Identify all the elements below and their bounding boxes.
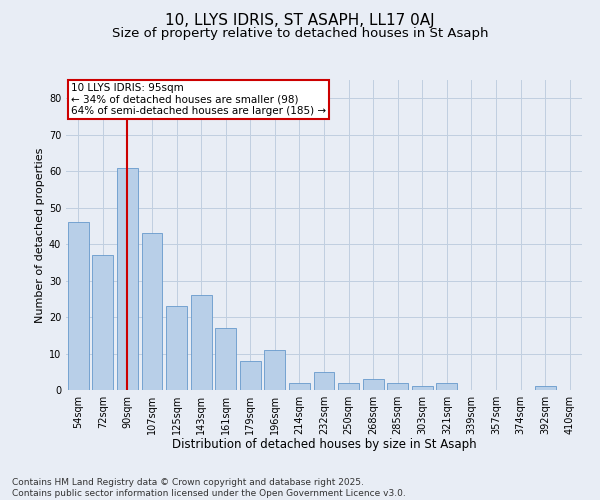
Bar <box>338 382 359 390</box>
Y-axis label: Number of detached properties: Number of detached properties <box>35 148 44 322</box>
Bar <box>68 222 89 390</box>
Bar <box>191 295 212 390</box>
Bar <box>436 382 457 390</box>
Bar <box>117 168 138 390</box>
Bar <box>289 382 310 390</box>
Text: Size of property relative to detached houses in St Asaph: Size of property relative to detached ho… <box>112 28 488 40</box>
Text: 10, LLYS IDRIS, ST ASAPH, LL17 0AJ: 10, LLYS IDRIS, ST ASAPH, LL17 0AJ <box>165 12 435 28</box>
Bar <box>387 382 408 390</box>
Text: 10 LLYS IDRIS: 95sqm
← 34% of detached houses are smaller (98)
64% of semi-detac: 10 LLYS IDRIS: 95sqm ← 34% of detached h… <box>71 83 326 116</box>
Bar <box>265 350 286 390</box>
Bar <box>92 255 113 390</box>
Bar <box>535 386 556 390</box>
Bar <box>240 361 261 390</box>
Bar <box>362 379 383 390</box>
Bar <box>215 328 236 390</box>
Bar <box>142 233 163 390</box>
Bar <box>412 386 433 390</box>
X-axis label: Distribution of detached houses by size in St Asaph: Distribution of detached houses by size … <box>172 438 476 452</box>
Bar <box>314 372 334 390</box>
Bar <box>166 306 187 390</box>
Text: Contains HM Land Registry data © Crown copyright and database right 2025.
Contai: Contains HM Land Registry data © Crown c… <box>12 478 406 498</box>
